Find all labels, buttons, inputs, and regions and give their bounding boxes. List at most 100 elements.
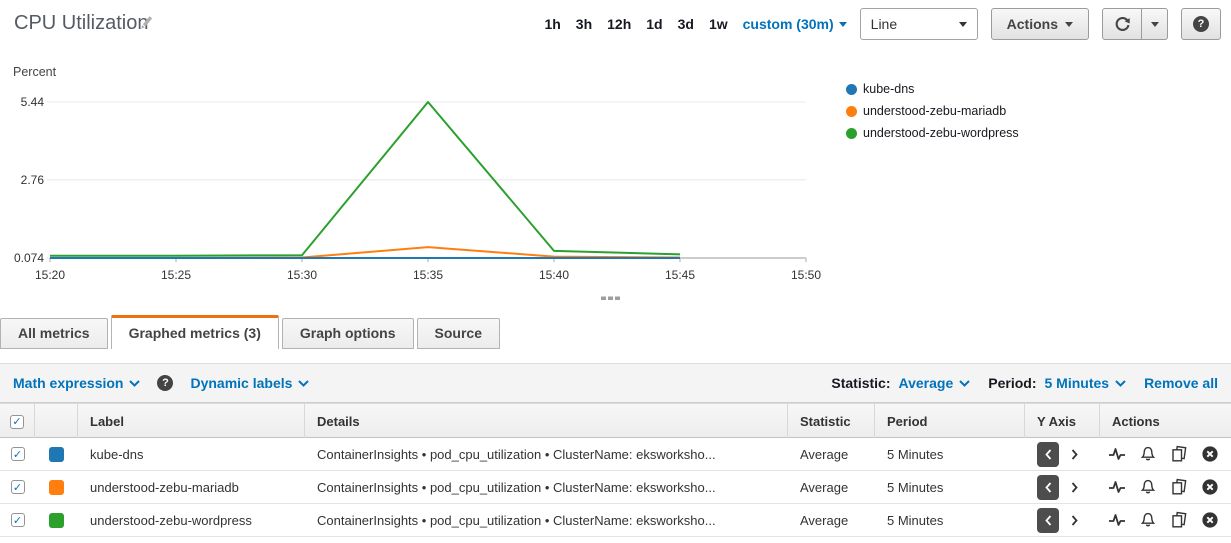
metric-statistic: Average [800,479,849,495]
yaxis-right-button[interactable] [1065,508,1083,533]
yaxis-left-button[interactable] [1037,507,1059,533]
graph-metric-pulse-icon[interactable] [1108,511,1126,529]
yaxis-right-button[interactable] [1065,475,1083,500]
page-title: CPU Utilization [14,12,149,34]
actions-button[interactable]: Actions [990,8,1089,40]
chevron-right-icon [1071,481,1078,493]
custom-range-dropdown[interactable]: custom (30m) [743,16,847,32]
yaxis-left-button[interactable] [1037,474,1059,500]
row-checkbox[interactable]: ✓ [10,480,25,494]
metric-details: ContainerInsights • pod_cpu_utilization … [317,446,716,462]
cpu-utilization-chart: Percent 5.44 2.76 0.074 15:20 15:25 15:30 15:35… [13,65,821,282]
chevron-left-icon [1044,481,1051,493]
svg-text:15:25: 15:25 [161,268,191,282]
tab-source[interactable]: Source [416,318,500,349]
period-label: Period: [988,375,1037,391]
metric-period: 5 Minutes [887,446,944,462]
refresh-icon [1115,16,1130,31]
legend-item-wordpress[interactable]: understood-zebu-wordpress [846,122,1019,144]
chevron-right-icon [1071,514,1078,526]
row-checkbox[interactable]: ✓ [10,513,25,527]
edit-title-pencil-icon[interactable] [138,15,154,31]
series-color-swatch [49,479,64,495]
chart-resize-handle[interactable] [601,296,620,300]
period-column-header: Period [875,404,1025,439]
chevron-left-icon [1044,514,1051,526]
statistic-label: Statistic: [831,375,891,391]
svg-text:15:50: 15:50 [791,268,821,282]
yaxis-right-button[interactable] [1065,442,1083,467]
tab-graphed-metrics[interactable]: Graphed metrics (3) [110,315,279,349]
time-range-1d[interactable]: 1d [646,16,663,32]
duplicate-copy-icon[interactable] [1170,478,1188,496]
series-color-dot [846,127,857,139]
yaxis-column-header: Y Axis [1025,404,1100,439]
create-alarm-bell-icon[interactable] [1139,511,1157,529]
svg-text:2.76: 2.76 [21,173,45,187]
series-color-swatch [49,446,64,462]
time-range-1w[interactable]: 1w [708,16,728,32]
chart-controls: 1h 3h 12h 1d 3d 1w custom (30m) Line Act… [544,8,1221,40]
svg-text:15:30: 15:30 [287,268,317,282]
refresh-split-button [1102,8,1168,40]
table-row: ✓ understood-zebu-wordpress ContainerIns… [0,504,1231,537]
metric-period: 5 Minutes [887,479,944,495]
math-expression-help-icon[interactable]: ? [157,375,174,391]
legend-item-kube-dns[interactable]: kube-dns [846,78,1019,100]
yaxis-left-button[interactable] [1037,441,1059,467]
metric-statistic: Average [800,446,849,462]
series-color-dot [846,83,857,95]
svg-text:15:40: 15:40 [539,268,569,282]
svg-text:15:35: 15:35 [413,268,443,282]
metrics-tabbar: All metrics Graphed metrics (3) Graph op… [0,315,500,349]
remove-all-link[interactable]: Remove all [1144,375,1218,391]
chart-legend: kube-dns understood-zebu-mariadb underst… [846,78,1019,144]
svg-text:Percent: Percent [13,65,57,79]
period-dropdown[interactable]: 5 Minutes [1044,375,1126,391]
chevron-down-icon [1065,21,1073,27]
refresh-options-button[interactable] [1142,8,1168,40]
dynamic-labels-dropdown[interactable]: Dynamic labels [190,375,310,391]
metric-label: understood-zebu-mariadb [90,479,239,495]
metric-label: kube-dns [90,446,144,462]
statistic-dropdown[interactable]: Average [899,375,971,391]
refresh-button[interactable] [1102,8,1142,40]
metrics-table-body: ✓ kube-dns ContainerInsights • pod_cpu_u… [0,438,1231,537]
metric-label: understood-zebu-wordpress [90,512,252,528]
svg-text:15:45: 15:45 [665,268,695,282]
legend-item-mariadb[interactable]: understood-zebu-mariadb [846,100,1019,122]
actions-column-header: Actions [1112,414,1160,429]
duplicate-copy-icon[interactable] [1170,445,1188,463]
time-range-1h[interactable]: 1h [544,16,561,32]
math-expression-dropdown[interactable]: Math expression [13,375,141,391]
time-range-3h[interactable]: 3h [575,16,593,32]
help-button[interactable]: ? [1181,8,1221,40]
series-color-swatch [49,512,64,528]
question-mark-icon: ? [1193,16,1209,32]
create-alarm-bell-icon[interactable] [1139,445,1157,463]
graph-metric-pulse-icon[interactable] [1108,478,1126,496]
remove-metric-x-icon[interactable] [1201,511,1219,529]
time-range-3d[interactable]: 3d [677,16,694,32]
row-checkbox[interactable]: ✓ [10,447,25,461]
metric-period: 5 Minutes [887,512,944,528]
time-range-12h[interactable]: 12h [607,16,632,32]
select-all-checkbox[interactable]: ✓ [10,414,24,429]
chevron-down-icon [129,379,141,387]
duplicate-copy-icon[interactable] [1170,511,1188,529]
table-row: ✓ kube-dns ContainerInsights • pod_cpu_u… [0,438,1231,471]
chevron-down-icon [1115,379,1126,387]
remove-metric-x-icon[interactable] [1201,478,1219,496]
statistic-column-header: Statistic [788,404,875,439]
metric-statistic: Average [800,512,849,528]
metric-details: ContainerInsights • pod_cpu_utilization … [317,479,716,495]
graph-metric-pulse-icon[interactable] [1108,445,1126,463]
svg-text:0.074: 0.074 [14,251,44,265]
chevron-down-icon [838,21,847,27]
chart-type-select[interactable]: Line [859,8,978,40]
create-alarm-bell-icon[interactable] [1139,478,1157,496]
tab-all-metrics[interactable]: All metrics [0,318,108,349]
remove-metric-x-icon[interactable] [1201,445,1219,463]
tab-graph-options[interactable]: Graph options [281,318,414,349]
